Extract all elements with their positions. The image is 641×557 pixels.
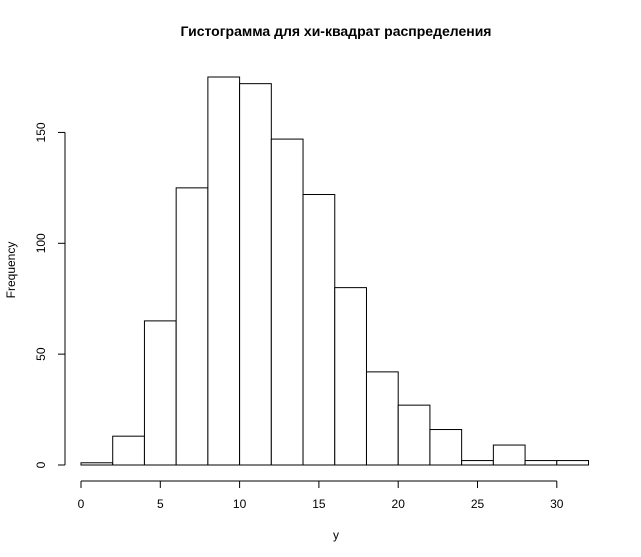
x-tick-label: 10	[233, 497, 247, 511]
histogram-bar	[112, 435, 145, 466]
histogram-bar	[175, 187, 209, 466]
x-tick-label: 20	[392, 497, 406, 511]
x-tick-label: 30	[550, 497, 564, 511]
x-tick-label: 0	[78, 497, 85, 511]
chart-title: Гистограмма для хи-квадрат распределения	[181, 23, 492, 39]
histogram-bar	[524, 460, 558, 466]
y-axis-label: Frequency	[4, 242, 18, 299]
x-axis-label: y	[333, 528, 339, 542]
histogram-bar	[334, 287, 367, 466]
x-axis: 0 5 10 15 20 25 30	[78, 480, 564, 511]
histogram-bar	[429, 429, 463, 466]
x-tick-label: 5	[157, 497, 164, 511]
histogram-bar	[239, 83, 272, 466]
y-tick-label: 0	[34, 461, 48, 468]
histogram-bar	[207, 76, 241, 466]
histogram-bar	[556, 460, 590, 466]
x-tick-label: 15	[312, 497, 326, 511]
histogram-bar	[302, 194, 336, 466]
histogram-bar	[80, 462, 114, 466]
y-axis: 0 50 100 150	[34, 122, 66, 468]
histogram-bar	[492, 444, 526, 466]
histogram-bar	[270, 138, 304, 466]
y-tick-label: 50	[34, 347, 48, 361]
x-tick-label: 25	[471, 497, 485, 511]
histogram-bar	[461, 460, 494, 466]
y-tick-label: 150	[34, 122, 48, 142]
histogram-bar	[143, 320, 177, 466]
bars-group	[80, 76, 590, 466]
y-tick-label: 100	[34, 233, 48, 253]
histogram-bar	[365, 371, 399, 466]
histogram-bar	[397, 404, 431, 466]
